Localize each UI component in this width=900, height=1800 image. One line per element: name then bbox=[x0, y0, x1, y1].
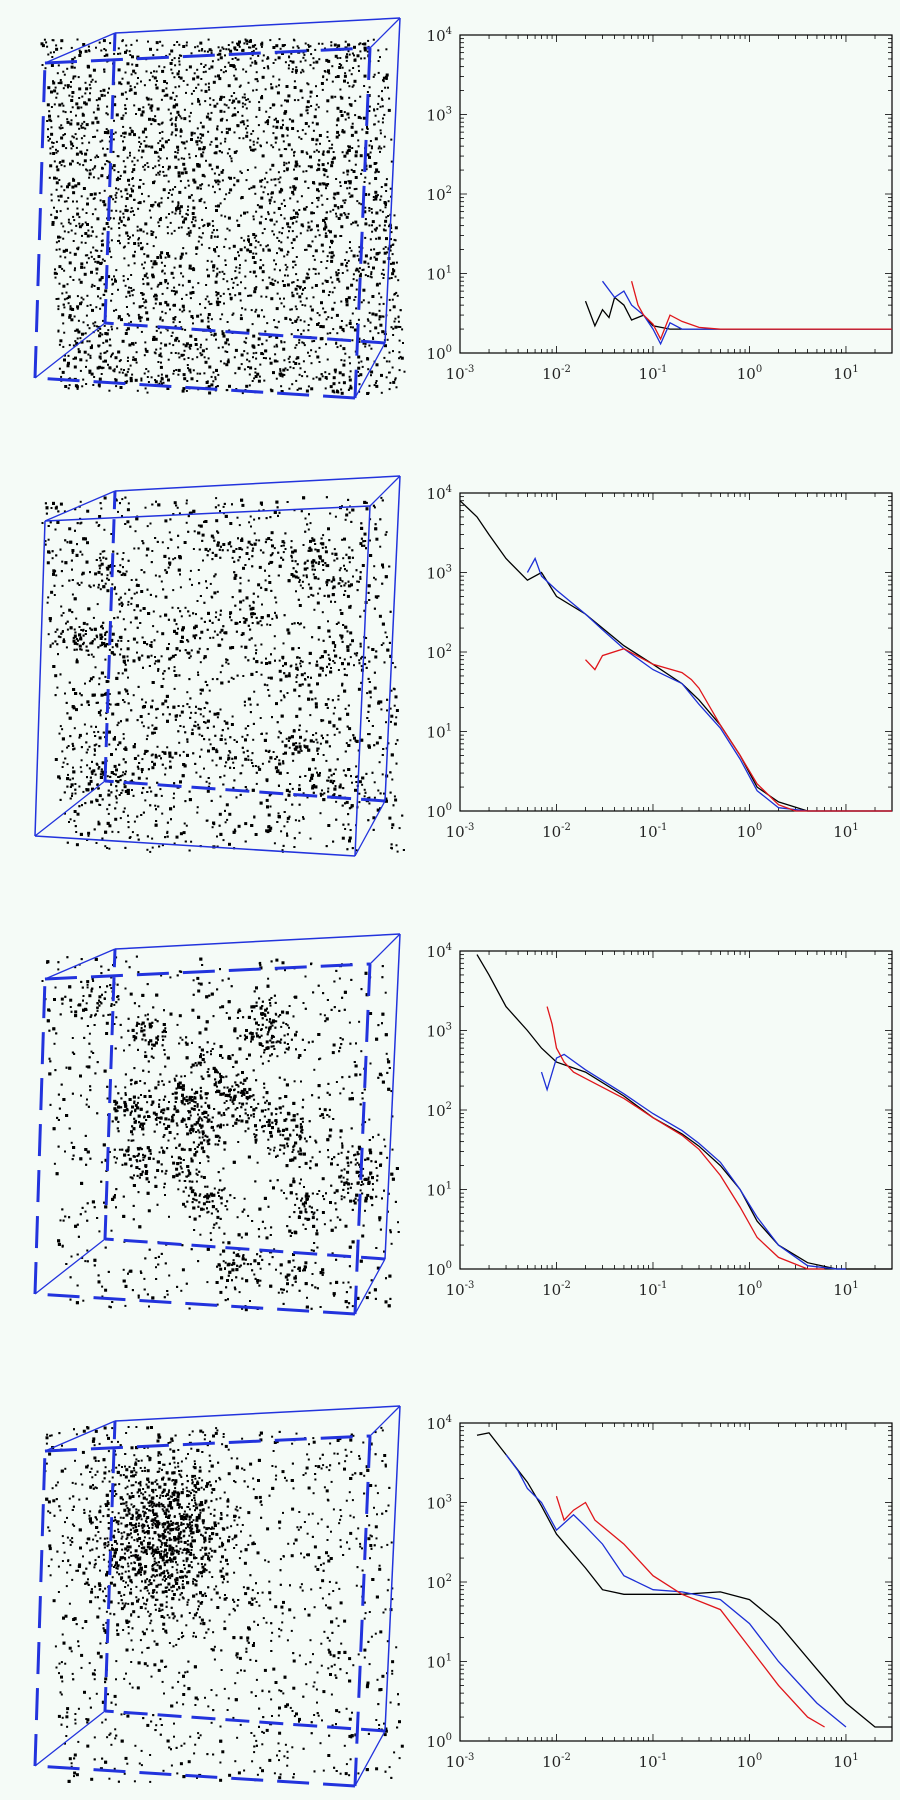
y-tick-label: 101 bbox=[427, 1181, 452, 1200]
x-tick-label: 10-1 bbox=[639, 1752, 668, 1771]
y-tick-label: 104 bbox=[427, 26, 452, 45]
x-tick-label: 10-3 bbox=[446, 1752, 475, 1771]
y-tick-label: 101 bbox=[427, 1653, 452, 1672]
x-tick-label: 101 bbox=[833, 364, 858, 383]
panel-3: 10-3 10-2 10-1 100 101 100 101 102 103 104 bbox=[35, 934, 892, 1314]
x-tick-label: 101 bbox=[833, 1280, 858, 1299]
x-tick-label: 10-2 bbox=[542, 364, 571, 383]
y-tick-label: 102 bbox=[427, 185, 452, 204]
x-tick-label: 101 bbox=[833, 822, 858, 841]
x-tick-label: 100 bbox=[737, 1752, 762, 1771]
x-tick-label: 10-3 bbox=[446, 364, 475, 383]
panel-4: 10-3 10-2 10-1 100 101 100 101 102 103 104 bbox=[35, 1406, 892, 1786]
loglog-plot-3: 10-3 10-2 10-1 100 101 100 101 102 103 104 bbox=[427, 942, 892, 1299]
loglog-plot-1: 10-3 10-2 10-1 100 101 100 101 102 103 104 bbox=[427, 26, 892, 383]
x-tick-label: 10-2 bbox=[542, 1752, 571, 1771]
cube-plot-4 bbox=[35, 1406, 404, 1786]
series-line-black bbox=[477, 1433, 892, 1727]
series-line-red bbox=[586, 649, 893, 811]
x-tick-label: 100 bbox=[737, 822, 762, 841]
series-line-red bbox=[547, 1007, 825, 1269]
cube-plot-1 bbox=[35, 18, 406, 398]
ticks bbox=[460, 951, 892, 1269]
x-tick-label: 10-1 bbox=[639, 364, 668, 383]
x-tick-label: 10-3 bbox=[446, 822, 475, 841]
series-line-black bbox=[460, 501, 892, 811]
series-line-black bbox=[477, 955, 892, 1269]
y-tick-label: 101 bbox=[427, 723, 452, 742]
panel-2: 10-3 10-2 10-1 100 101 100 101 102 103 104 bbox=[35, 476, 892, 856]
x-tick-label: 101 bbox=[833, 1752, 858, 1771]
x-tick-label: 10-1 bbox=[639, 1280, 668, 1299]
y-tick-label: 104 bbox=[427, 1414, 452, 1433]
y-tick-label: 103 bbox=[427, 1022, 452, 1041]
y-tick-label: 103 bbox=[427, 1494, 452, 1513]
y-tick-label: 104 bbox=[427, 484, 452, 503]
series-line-blue bbox=[603, 281, 893, 344]
series-line-red bbox=[557, 1496, 825, 1727]
y-tick-label: 100 bbox=[427, 802, 452, 821]
y-tick-label: 100 bbox=[427, 1260, 452, 1279]
y-tick-label: 100 bbox=[427, 344, 452, 363]
x-tick-label: 100 bbox=[737, 1280, 762, 1299]
series-line-red bbox=[632, 281, 892, 339]
x-tick-label: 10-2 bbox=[542, 1280, 571, 1299]
x-tick-label: 100 bbox=[737, 364, 762, 383]
x-tick-label: 10-1 bbox=[639, 822, 668, 841]
ticks bbox=[460, 1423, 892, 1741]
series-line-blue bbox=[527, 559, 892, 812]
cube-plot-3 bbox=[35, 934, 400, 1314]
point-cloud bbox=[42, 956, 400, 1312]
loglog-plot-2: 10-3 10-2 10-1 100 101 100 101 102 103 104 bbox=[427, 484, 892, 841]
y-tick-label: 103 bbox=[427, 564, 452, 583]
x-tick-label: 10-2 bbox=[542, 822, 571, 841]
plot-frame bbox=[460, 35, 892, 353]
y-tick-label: 103 bbox=[427, 106, 452, 125]
panel-1: 10-3 10-2 10-1 100 101 100 101 102 103 104 bbox=[35, 18, 892, 398]
plot-frame bbox=[460, 493, 892, 811]
cube-plot-2 bbox=[35, 476, 405, 856]
x-tick-label: 10-3 bbox=[446, 1280, 475, 1299]
plot-frame bbox=[460, 1423, 892, 1741]
series-line-blue bbox=[542, 1054, 847, 1269]
y-tick-label: 100 bbox=[427, 1732, 452, 1751]
ticks bbox=[460, 493, 892, 811]
y-tick-label: 101 bbox=[427, 265, 452, 284]
ticks bbox=[460, 35, 892, 353]
y-tick-label: 102 bbox=[427, 1101, 452, 1120]
loglog-plot-4: 10-3 10-2 10-1 100 101 100 101 102 103 104 bbox=[427, 1414, 892, 1771]
plot-frame bbox=[460, 951, 892, 1269]
y-tick-label: 102 bbox=[427, 1573, 452, 1592]
series-line-black bbox=[586, 297, 893, 329]
y-tick-label: 104 bbox=[427, 942, 452, 961]
y-tick-label: 102 bbox=[427, 643, 452, 662]
